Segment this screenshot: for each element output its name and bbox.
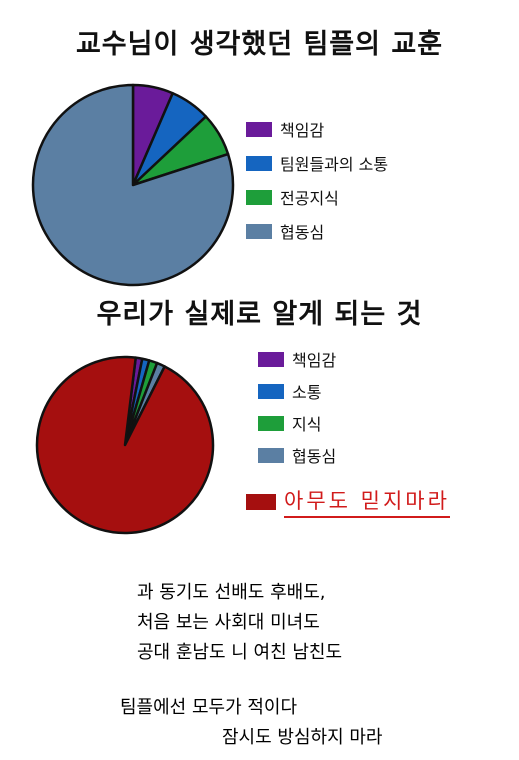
legend-2-label-3: 협동심 — [292, 447, 337, 466]
legend-2-item-1: 소통 — [258, 380, 321, 402]
pie-1-slice-3 — [31, 83, 235, 287]
legend-1-label-1: 팀원들과의 소통 — [280, 155, 389, 174]
legend-2-swatch-highlight — [246, 493, 276, 510]
caption-line-2: 처음 보는 사회대 미녀도 — [137, 612, 320, 633]
legend-1-item-0: 책임감 — [246, 118, 324, 140]
caption-line-1: 과 동기도 선배도 후배도, — [137, 582, 326, 603]
legend-2-swatch-1 — [258, 383, 284, 399]
legend-2-label-1: 소통 — [292, 383, 322, 402]
pie-chart-1 — [31, 83, 235, 287]
legend-2-swatch-3 — [258, 447, 284, 463]
chart-2-title: 우리가 실제로 알게 되는 것 — [96, 299, 423, 330]
legend-1-swatch-3 — [246, 223, 272, 239]
legend-1-swatch-0 — [246, 121, 272, 137]
legend-1-swatch-2 — [246, 189, 272, 205]
legend-2-item-3: 협동심 — [258, 444, 336, 466]
legend-1-item-2: 전공지식 — [246, 186, 339, 208]
legend-2-label-2: 지식 — [292, 415, 322, 434]
legend-1-item-1: 팀원들과의 소통 — [246, 152, 388, 174]
pie-chart-2 — [35, 355, 215, 535]
chart-1-title: 교수님이 생각했던 팀플의 교훈 — [75, 29, 444, 60]
legend-2-item-highlight: 아무도 믿지마라 — [246, 485, 450, 518]
legend-1-label-3: 협동심 — [280, 223, 325, 242]
legend-2-label-highlight: 아무도 믿지마라 — [284, 485, 450, 518]
legend-2-item-2: 지식 — [258, 412, 321, 434]
caption-line-4: 팀플에선 모두가 적이다 — [120, 697, 298, 718]
legend-2-swatch-2 — [258, 415, 284, 431]
caption-line-3: 공대 훈남도 니 여친 남친도 — [137, 642, 343, 663]
legend-2-swatch-0 — [258, 351, 284, 367]
pie-2-slice-4 — [35, 355, 215, 535]
legend-1-label-0: 책임감 — [280, 121, 325, 140]
legend-1-label-2: 전공지식 — [280, 189, 339, 208]
legend-2-item-0: 책임감 — [258, 348, 336, 370]
legend-2-label-0: 책임감 — [292, 351, 337, 370]
caption-line-5: 잠시도 방심하지 마라 — [222, 727, 383, 748]
legend-1-item-3: 협동심 — [246, 220, 324, 242]
legend-1-swatch-1 — [246, 155, 272, 171]
